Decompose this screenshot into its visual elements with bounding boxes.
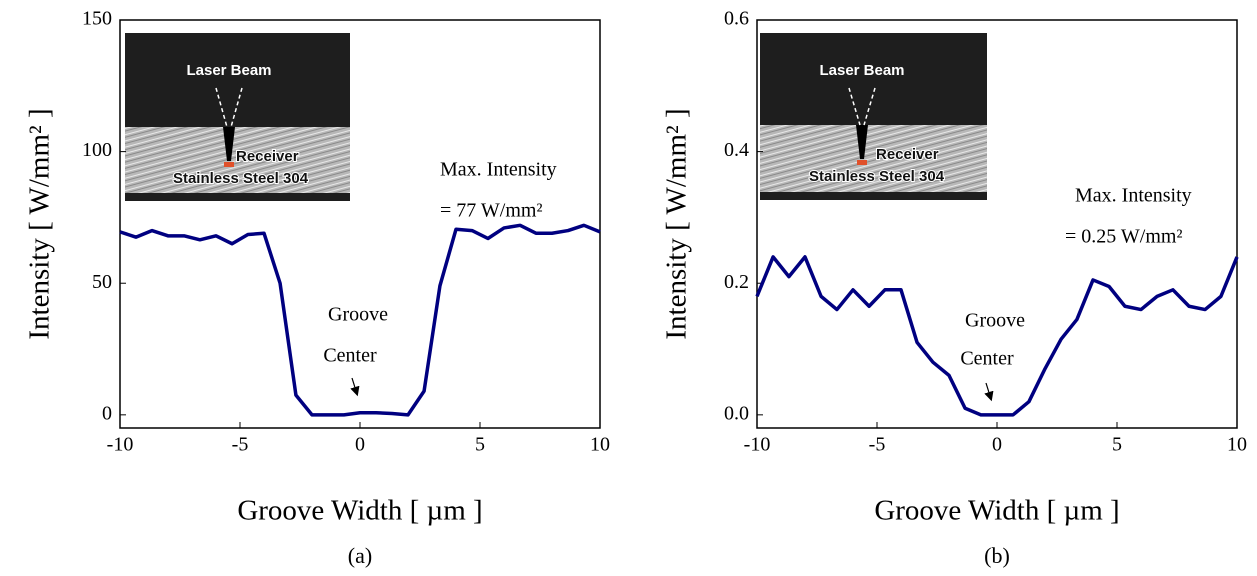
x-tick-label: -10 [107,434,134,456]
x-tick-label: 10 [590,434,610,456]
y-tick-label: 0.0 [724,402,749,424]
annotation: Groove [965,310,1025,332]
annotation: = 0.25 W/mm² [1065,226,1182,248]
x-axis-label: Groove Width [ µm ] [874,495,1119,527]
x-tick-label: 0 [992,434,1002,456]
inset-label: Laser Beam [819,62,904,79]
x-axis-label: Groove Width [ µm ] [237,495,482,527]
y-axis-label: Intensity [ W/mm² ] [24,108,56,339]
annotation: Max. Intensity [440,159,557,181]
inset-groove [856,125,868,159]
y-tick-label: 150 [82,8,112,30]
data-line [755,255,1239,417]
data-line [119,223,601,417]
inset-receiver [224,162,234,167]
x-tick-label: -5 [232,434,249,456]
x-tick-label: 10 [1227,434,1247,456]
inset-steel [125,127,350,193]
inset-label: Receiver [236,148,299,165]
inset-receiver [857,160,867,165]
x-tick-label: -10 [744,434,771,456]
inset-label: Laser Beam [186,62,271,79]
annotation: Center [960,348,1014,370]
inset-label: Stainless Steel 304 [173,170,309,187]
x-tick-label: 0 [355,434,365,456]
annotation: = 77 W/mm² [440,200,542,222]
x-tick-label: -5 [869,434,886,456]
panel-label: (a) [348,543,372,568]
x-tick-label: 5 [1112,434,1122,456]
panel-label: (b) [984,543,1010,568]
inset-groove [223,127,235,161]
inset-label: Receiver [876,146,939,163]
annotation-arrow [350,377,360,397]
y-tick-label: 0.4 [724,139,749,161]
annotation: Max. Intensity [1075,185,1192,207]
annotation-arrow [984,382,994,402]
annotation: Groove [328,304,388,326]
y-tick-label: 0.2 [724,271,749,293]
x-tick-label: 5 [475,434,485,456]
y-tick-label: 0 [102,402,112,424]
y-axis-label: Intensity [ W/mm² ] [661,108,693,339]
y-tick-label: 50 [92,271,112,293]
y-tick-label: 0.6 [724,8,749,30]
annotation: Center [323,345,377,367]
y-tick-label: 100 [82,139,112,161]
inset-label: Stainless Steel 304 [809,168,945,185]
inset-steel [760,125,987,192]
